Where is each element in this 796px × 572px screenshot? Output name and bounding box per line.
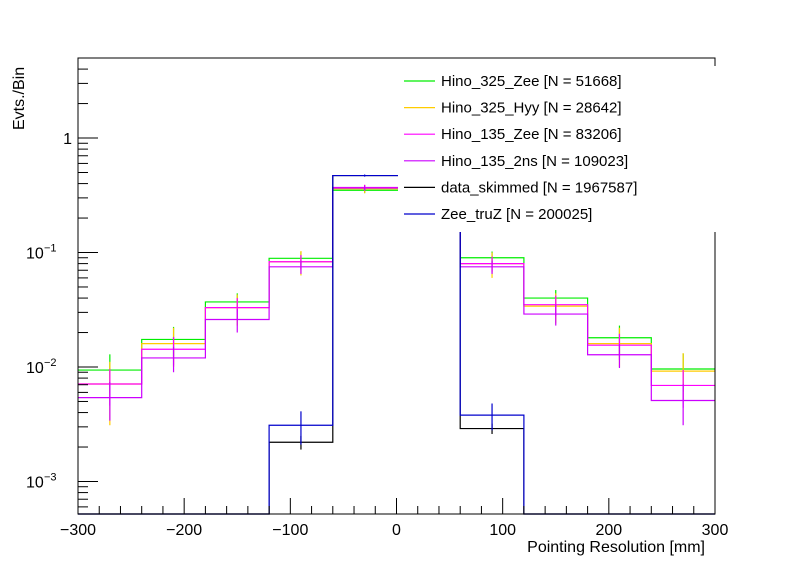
y-axis: 10−3 10−2 10−1 1: [26, 57, 98, 508]
x-axis-label: Pointing Resolution [mm]: [527, 539, 705, 556]
x-tick-label: 200: [595, 522, 622, 539]
x-tick-label: −200: [166, 522, 202, 539]
x-tick-label: −300: [60, 522, 96, 539]
y-axis-label: Evts./Bin: [11, 67, 28, 130]
y-tick-label: 1: [63, 131, 72, 148]
y-tick-label: 10−2: [26, 357, 57, 377]
x-tick-label: 100: [489, 522, 516, 539]
x-tick-label: −100: [272, 522, 308, 539]
legend-entry-label: Zee_truZ [N = 200025]: [441, 206, 592, 223]
x-tick-label: 300: [702, 522, 729, 539]
legend-entry-label: Hino_325_Zee [N = 51668]: [441, 73, 622, 90]
legend-entry-label: data_skimmed [N = 1967587]: [441, 179, 637, 196]
histogram-series-3: [78, 187, 715, 402]
legend-box: [398, 66, 718, 232]
legend: Hino_325_Zee [N = 51668] Hino_325_Hyy [N …: [398, 66, 718, 232]
x-tick-label: 0: [392, 522, 401, 539]
y-tick-label: 10−3: [26, 471, 57, 491]
legend-entry-label: Hino_325_Hyy [N = 28642]: [441, 100, 622, 117]
y-tick-label: 10−1: [26, 243, 57, 263]
x-axis: −300 −200 −100 0 100 200 300: [60, 498, 728, 539]
legend-entry-label: Hino_135_Zee [N = 83206]: [441, 126, 622, 143]
legend-entry-label: Hino_135_2ns [N = 109023]: [441, 153, 628, 170]
